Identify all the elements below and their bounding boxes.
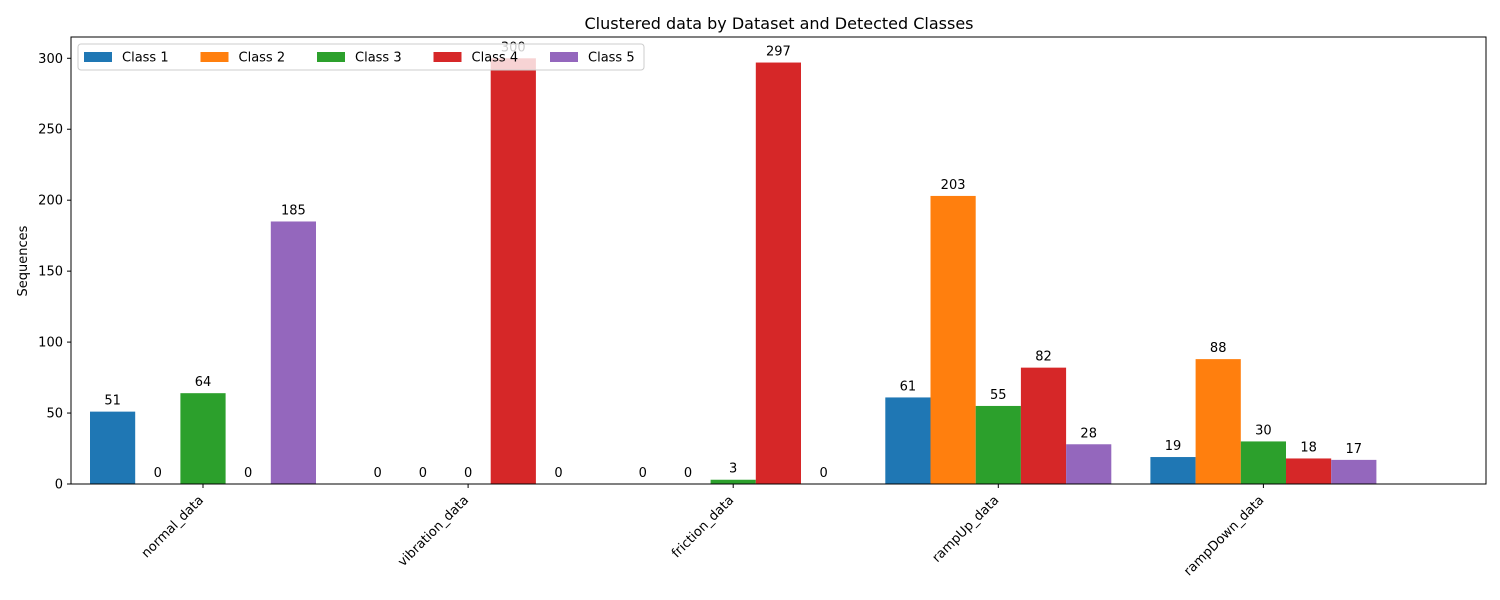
bar-class-4-friction_data xyxy=(755,62,801,484)
value-label: 185 xyxy=(281,203,306,218)
bar-class-3-friction_data xyxy=(710,479,756,484)
x-tick-label: normal_data xyxy=(139,493,207,561)
legend: Class 1 Class 2 Class 3 Class 4 Class 5 xyxy=(77,43,645,71)
value-label: 61 xyxy=(900,379,917,394)
value-label: 0 xyxy=(639,466,647,481)
x-tick-label: rampDown_data xyxy=(1181,493,1267,579)
y-tick-label: 0 xyxy=(55,478,63,493)
value-label: 64 xyxy=(195,375,212,390)
bar-class-3-rampDown_data xyxy=(1240,441,1286,484)
y-tick-label: 100 xyxy=(38,336,63,351)
y-tick-label: 50 xyxy=(46,407,63,422)
value-label: 0 xyxy=(819,466,827,481)
y-tick-label: 200 xyxy=(38,194,63,209)
value-label: 0 xyxy=(464,466,472,481)
y-tick-label: 250 xyxy=(38,123,63,138)
legend-swatch xyxy=(317,52,345,62)
value-label: 51 xyxy=(104,394,121,409)
x-tick-label: friction_data xyxy=(669,493,737,561)
bar-class-5-normal_data xyxy=(270,221,316,485)
bar-class-1-normal_data xyxy=(90,411,136,484)
bar-class-3-rampUp_data xyxy=(975,405,1021,484)
bar-class-4-rampDown_data xyxy=(1286,458,1332,484)
legend-swatch xyxy=(84,52,112,62)
bar-class-2-rampDown_data xyxy=(1195,359,1241,484)
legend-label: Class 4 xyxy=(472,51,519,66)
legend-label: Class 2 xyxy=(239,51,286,66)
bar-class-3-normal_data xyxy=(180,393,226,484)
plot-area: 5100611900020388640355300300297821818500… xyxy=(38,36,1487,579)
value-label: 30 xyxy=(1255,423,1272,438)
legend-swatch xyxy=(550,52,578,62)
bar-class-4-vibration_data xyxy=(490,58,536,484)
bar-class-4-rampUp_data xyxy=(1020,367,1067,484)
legend-label: Class 5 xyxy=(588,51,635,66)
value-label: 0 xyxy=(244,466,252,481)
legend-swatch xyxy=(433,52,462,62)
bar-class-5-rampDown_data xyxy=(1331,459,1377,484)
value-label: 0 xyxy=(154,466,162,481)
legend-box xyxy=(77,43,645,71)
legend-label: Class 1 xyxy=(122,51,169,66)
value-label: 0 xyxy=(374,466,382,481)
y-axis-label: Sequences xyxy=(16,225,31,296)
y-tick-label: 300 xyxy=(38,52,63,67)
bar-class-1-rampDown_data xyxy=(1150,457,1196,484)
bar-class-2-rampUp_data xyxy=(930,195,976,484)
bar-class-1-rampUp_data xyxy=(885,397,931,484)
value-label: 17 xyxy=(1346,442,1363,457)
x-tick-label: rampUp_data xyxy=(930,493,1003,566)
value-label: 0 xyxy=(419,466,427,481)
value-label: 82 xyxy=(1035,350,1052,365)
value-label: 19 xyxy=(1165,439,1182,454)
chart-title: Clustered data by Dataset and Detected C… xyxy=(585,14,974,33)
y-tick-label: 150 xyxy=(38,265,63,280)
legend-label: Class 3 xyxy=(355,51,402,66)
value-label: 28 xyxy=(1080,426,1097,441)
value-label: 0 xyxy=(554,466,562,481)
value-label: 297 xyxy=(766,45,791,60)
legend-swatch xyxy=(200,52,229,62)
value-label: 0 xyxy=(684,466,692,481)
value-label: 88 xyxy=(1210,341,1227,356)
axes-frame xyxy=(70,36,1487,485)
value-label: 18 xyxy=(1300,440,1317,455)
value-label: 203 xyxy=(941,178,966,193)
value-label: 55 xyxy=(990,388,1007,403)
x-tick-label: vibration_data xyxy=(395,493,472,570)
value-label: 3 xyxy=(729,462,737,477)
bar-class-5-rampUp_data xyxy=(1066,444,1112,484)
